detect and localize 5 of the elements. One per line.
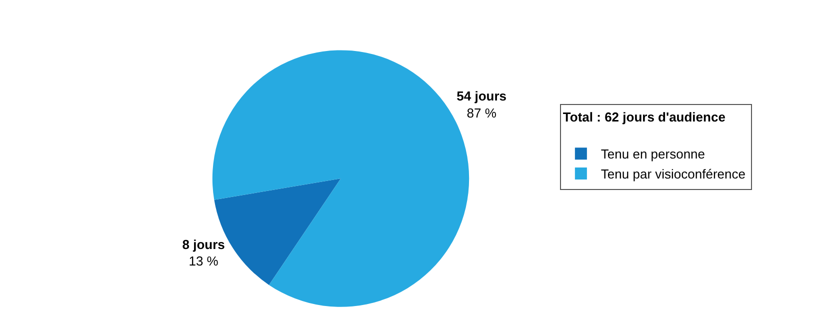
legend-label: Tenu en personne [600, 146, 706, 162]
legend-title: Total : 62 jours d'audience [562, 110, 726, 125]
legend-label: Tenu par visioconférence [600, 166, 746, 182]
data-label: 54 jours 87 % [456, 88, 507, 120]
data-label: 8 jours 13 % [182, 236, 225, 269]
